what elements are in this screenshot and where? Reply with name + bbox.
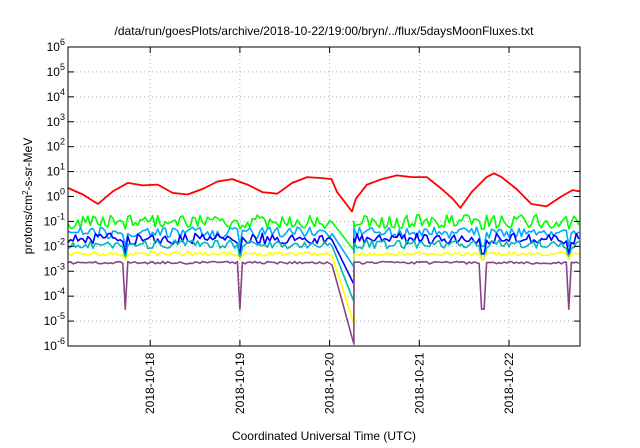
y-tick-label-base: 10 <box>44 289 58 303</box>
y-tick-label-exp: 1 <box>60 162 65 172</box>
x-tick-label: 2018-10-21 <box>412 352 426 414</box>
y-tick-label-base: 10 <box>44 264 58 278</box>
y-tick-label: 10-2 <box>44 236 65 253</box>
y-tick-label: 101 <box>47 162 65 179</box>
y-tick-label: 10-1 <box>44 211 65 228</box>
y-axis-title-rest: -s-sr-MeV <box>21 138 35 191</box>
y-tick-label: 10-5 <box>44 311 65 328</box>
y-tick-label-base: 10 <box>47 190 61 204</box>
series-line-5 <box>67 239 580 303</box>
y-tick-label-exp: -2 <box>57 236 65 246</box>
x-axis-title: Coordinated Universal Time (UTC) <box>232 429 416 443</box>
y-tick-label-exp: 5 <box>60 62 65 72</box>
y-tick-label-exp: -5 <box>57 311 65 321</box>
x-tick-label: 2018-10-18 <box>143 352 157 414</box>
y-tick-label: 103 <box>47 112 65 129</box>
y-tick-label-base: 10 <box>47 165 61 179</box>
series-line-3 <box>67 226 580 268</box>
series-line-6 <box>67 251 580 325</box>
y-tick-label-base: 10 <box>44 239 58 253</box>
y-tick-label-exp: -4 <box>57 286 65 296</box>
y-tick-label-exp: 6 <box>60 37 65 47</box>
chart-title: /data/run/goesPlots/archive/2018-10-22/1… <box>115 24 535 38</box>
y-tick-label: 106 <box>47 37 65 54</box>
x-tick-labels: 2018-10-18 2018-10-19 2018-10-20 2018-10-21… <box>143 352 516 414</box>
y-tick-label-base: 10 <box>47 90 61 104</box>
y-tick-label-exp: 2 <box>60 137 65 147</box>
x-tick-label: 2018-10-22 <box>502 352 516 414</box>
y-tick-labels: 10-610-510-410-310-210-11001011021031041… <box>44 37 65 353</box>
y-tick-label-base: 10 <box>44 314 58 328</box>
y-tick-label-base: 10 <box>47 40 61 54</box>
y-tick-label-exp: 3 <box>60 112 65 122</box>
y-tick-label-base: 10 <box>47 140 61 154</box>
y-tick-label: 104 <box>47 87 65 104</box>
y-tick-label-exp: 0 <box>60 187 65 197</box>
series-line-1 <box>67 172 581 213</box>
y-tick-label-exp: -3 <box>57 261 65 271</box>
y-axis-title-sup: 2 <box>21 190 30 195</box>
y-tick-label-exp: -1 <box>57 211 65 221</box>
axis-ticks <box>68 46 580 347</box>
y-tick-label-base: 10 <box>47 65 61 79</box>
grid-lines <box>68 47 580 346</box>
y-tick-label: 10-6 <box>44 336 65 353</box>
series-group <box>67 172 581 345</box>
x-tick-label: 2018-10-19 <box>233 352 247 414</box>
y-tick-label: 100 <box>47 187 65 204</box>
y-tick-label-base: 10 <box>44 214 58 228</box>
series-line-2 <box>67 213 580 251</box>
y-tick-label-exp: 4 <box>60 87 65 97</box>
y-tick-label-exp: -6 <box>57 336 65 346</box>
y-tick-label: 10-4 <box>44 286 65 303</box>
y-tick-label: 105 <box>47 62 65 79</box>
y-axis-title-base: protons/cm <box>21 195 35 254</box>
y-tick-label: 10-3 <box>44 261 65 278</box>
y-axis-title: protons/cm2-s-sr-MeV <box>21 138 36 254</box>
series-line-7 <box>67 260 580 345</box>
x-tick-label: 2018-10-20 <box>323 352 337 414</box>
y-tick-label-base: 10 <box>47 115 61 129</box>
y-tick-label: 102 <box>47 137 65 154</box>
y-tick-label-base: 10 <box>44 339 58 353</box>
